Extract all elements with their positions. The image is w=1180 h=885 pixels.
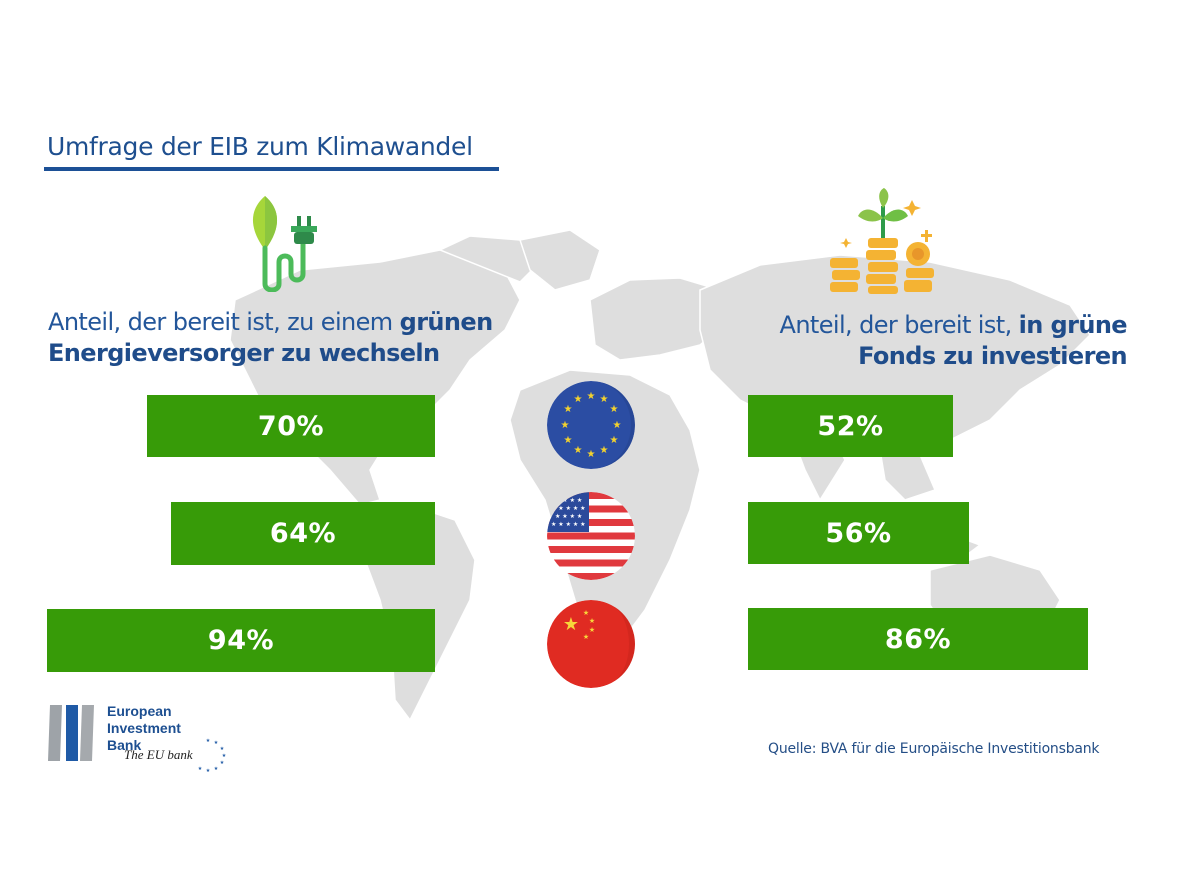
bar-green-funds-china: 86% bbox=[748, 608, 1088, 670]
svg-text:★: ★ bbox=[587, 449, 596, 460]
heading-switch-energy-bold: grünen Energieversorger zu wechseln bbox=[48, 308, 493, 367]
svg-text:★: ★ bbox=[600, 445, 609, 456]
svg-text:★: ★ bbox=[222, 753, 227, 759]
svg-text:★: ★ bbox=[583, 633, 589, 641]
svg-text:★: ★ bbox=[587, 391, 596, 402]
svg-text:★: ★ bbox=[220, 760, 225, 766]
svg-text:★: ★ bbox=[563, 614, 579, 635]
eib-logo-tagline: The EU bank bbox=[124, 747, 193, 762]
source-note: Quelle: BVA für die Europäische Investit… bbox=[768, 741, 1100, 757]
svg-text:★: ★ bbox=[214, 740, 219, 746]
svg-text:★: ★ bbox=[589, 626, 595, 634]
svg-text:★: ★ bbox=[564, 404, 573, 415]
heading-green-funds-bold: in grüne Fonds zu investieren bbox=[858, 311, 1128, 370]
leaf-plug-icon bbox=[252, 196, 317, 292]
heading-switch-energy-regular: Anteil, der bereit ist, zu einem bbox=[48, 308, 400, 336]
heading-switch-energy: Anteil, der bereit ist, zu einem grünen … bbox=[48, 307, 548, 369]
eib-logo: European Investment Bank The EU bank ★ ★ ★… bbox=[48, 703, 227, 773]
svg-text:★ ★ ★ ★ ★: ★ ★ ★ ★ ★ bbox=[551, 521, 586, 528]
china-flag-icon: ★ ★ ★ ★ ★ bbox=[547, 600, 635, 688]
svg-text:★ ★ ★ ★: ★ ★ ★ ★ bbox=[555, 497, 582, 504]
svg-text:★: ★ bbox=[574, 445, 583, 456]
logo-line-2: Investment bbox=[107, 720, 181, 736]
eu-stars-circle-icon: ★ ★★ ★★★ ★★ bbox=[198, 738, 227, 773]
bar-switch-energy-china: 94% bbox=[47, 609, 435, 672]
svg-text:★: ★ bbox=[610, 435, 619, 446]
logo-line-1: European bbox=[107, 703, 172, 719]
us-flag-icon: ★ ★ ★ ★ ★ ★ ★ ★ ★ ★ ★ ★ ★ ★ ★ ★ ★ ★ bbox=[547, 492, 635, 580]
svg-text:★: ★ bbox=[610, 404, 619, 415]
svg-text:★: ★ bbox=[206, 738, 211, 744]
title-underline bbox=[44, 167, 499, 171]
svg-text:★: ★ bbox=[583, 609, 589, 617]
svg-text:★ ★ ★ ★: ★ ★ ★ ★ bbox=[555, 513, 582, 520]
coins-plant-icon bbox=[830, 188, 934, 294]
heading-green-funds-regular: Anteil, der bereit ist, bbox=[779, 311, 1019, 339]
bar-green-funds-usa: 56% bbox=[748, 502, 969, 564]
svg-text:★: ★ bbox=[214, 766, 219, 772]
svg-text:★: ★ bbox=[574, 394, 583, 405]
bar-green-funds-eu: 52% bbox=[748, 395, 953, 457]
eib-logo-mark-icon bbox=[48, 705, 94, 761]
svg-text:★: ★ bbox=[561, 420, 570, 431]
page-title: Umfrage der EIB zum Klimawandel bbox=[47, 132, 473, 161]
logo-line-3: Bank bbox=[107, 737, 142, 753]
eu-flag-icon: ★ ★★ ★★★ ★★★ ★★★ bbox=[547, 381, 635, 469]
svg-text:★: ★ bbox=[600, 394, 609, 405]
svg-text:★: ★ bbox=[198, 766, 203, 772]
svg-text:★: ★ bbox=[206, 768, 211, 773]
heading-green-funds: Anteil, der bereit ist, in grüne Fonds z… bbox=[700, 310, 1128, 372]
eib-logo-text: European Investment Bank bbox=[107, 703, 181, 754]
bar-switch-energy-eu: 70% bbox=[147, 395, 435, 457]
svg-text:★ ★ ★ ★ ★: ★ ★ ★ ★ ★ bbox=[551, 505, 586, 512]
svg-text:★: ★ bbox=[613, 420, 622, 431]
svg-text:★: ★ bbox=[564, 435, 573, 446]
bar-switch-energy-usa: 64% bbox=[171, 502, 435, 565]
svg-text:★: ★ bbox=[220, 746, 225, 752]
svg-text:★: ★ bbox=[589, 617, 595, 625]
